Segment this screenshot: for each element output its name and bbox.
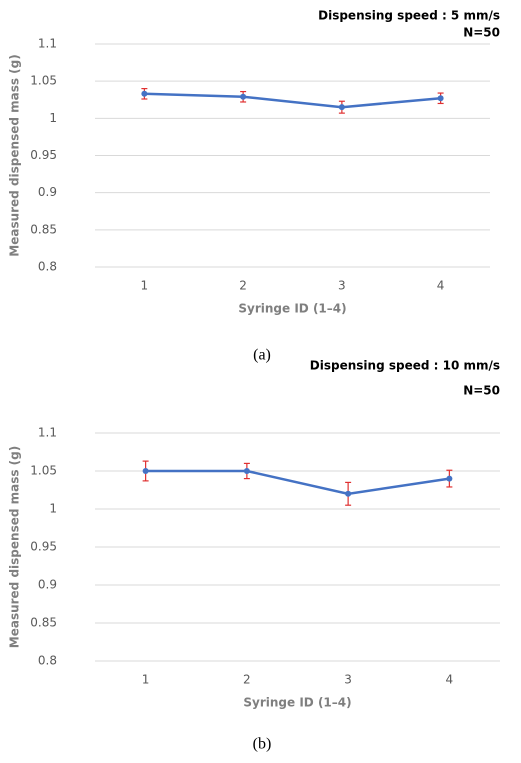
data-point bbox=[437, 95, 444, 102]
chart-title: Dispensing speed : 5 mm/s bbox=[318, 9, 500, 23]
data-point bbox=[142, 468, 149, 474]
y-tick-label: 0.95 bbox=[30, 148, 57, 162]
data-point bbox=[446, 475, 453, 482]
y-tick-label: 1.05 bbox=[30, 74, 57, 88]
y-tick-label: 1 bbox=[49, 111, 57, 125]
caption: (a) bbox=[253, 347, 271, 364]
data-point bbox=[141, 90, 148, 97]
chart-title: Dispensing speed : 10 mm/s bbox=[310, 359, 500, 373]
caption: (b) bbox=[253, 736, 272, 753]
y-tick-label: 0.85 bbox=[30, 616, 57, 630]
y-tick-label: 1.05 bbox=[30, 464, 57, 478]
data-point bbox=[240, 93, 247, 100]
x-tick-label: 4 bbox=[437, 279, 445, 293]
y-tick-label: 1 bbox=[49, 502, 57, 516]
x-tick-label: 2 bbox=[243, 673, 251, 687]
data-point bbox=[243, 468, 250, 474]
x-tick-label: 3 bbox=[338, 279, 346, 293]
x-tick-label: 2 bbox=[239, 279, 247, 293]
y-tick-label: 0.85 bbox=[30, 222, 57, 236]
chart-subtitle: N=50 bbox=[463, 26, 500, 40]
x-tick-label: 4 bbox=[446, 673, 454, 687]
x-axis-label: Syringe ID (1–4) bbox=[243, 696, 351, 710]
y-axis-label: Measured dispensed mass (g) bbox=[8, 54, 22, 256]
x-tick-label: 1 bbox=[141, 279, 149, 293]
y-tick-label: 0.9 bbox=[38, 578, 57, 592]
data-point bbox=[345, 490, 352, 497]
y-tick-label: 1.1 bbox=[38, 426, 57, 440]
x-tick-label: 1 bbox=[142, 673, 150, 687]
data-point bbox=[338, 104, 345, 111]
y-tick-label: 0.8 bbox=[38, 260, 57, 274]
y-tick-label: 1.1 bbox=[38, 37, 57, 51]
x-tick-label: 3 bbox=[344, 673, 352, 687]
y-tick-label: 0.8 bbox=[38, 654, 57, 668]
y-tick-label: 0.9 bbox=[38, 185, 57, 199]
y-axis-label: Measured dispensed mass (g) bbox=[8, 446, 22, 648]
data-line bbox=[145, 469, 450, 496]
data-line bbox=[144, 92, 441, 109]
chart-subtitle: N=50 bbox=[463, 384, 500, 398]
x-axis-label: Syringe ID (1–4) bbox=[238, 302, 346, 316]
y-tick-label: 0.95 bbox=[30, 540, 57, 554]
